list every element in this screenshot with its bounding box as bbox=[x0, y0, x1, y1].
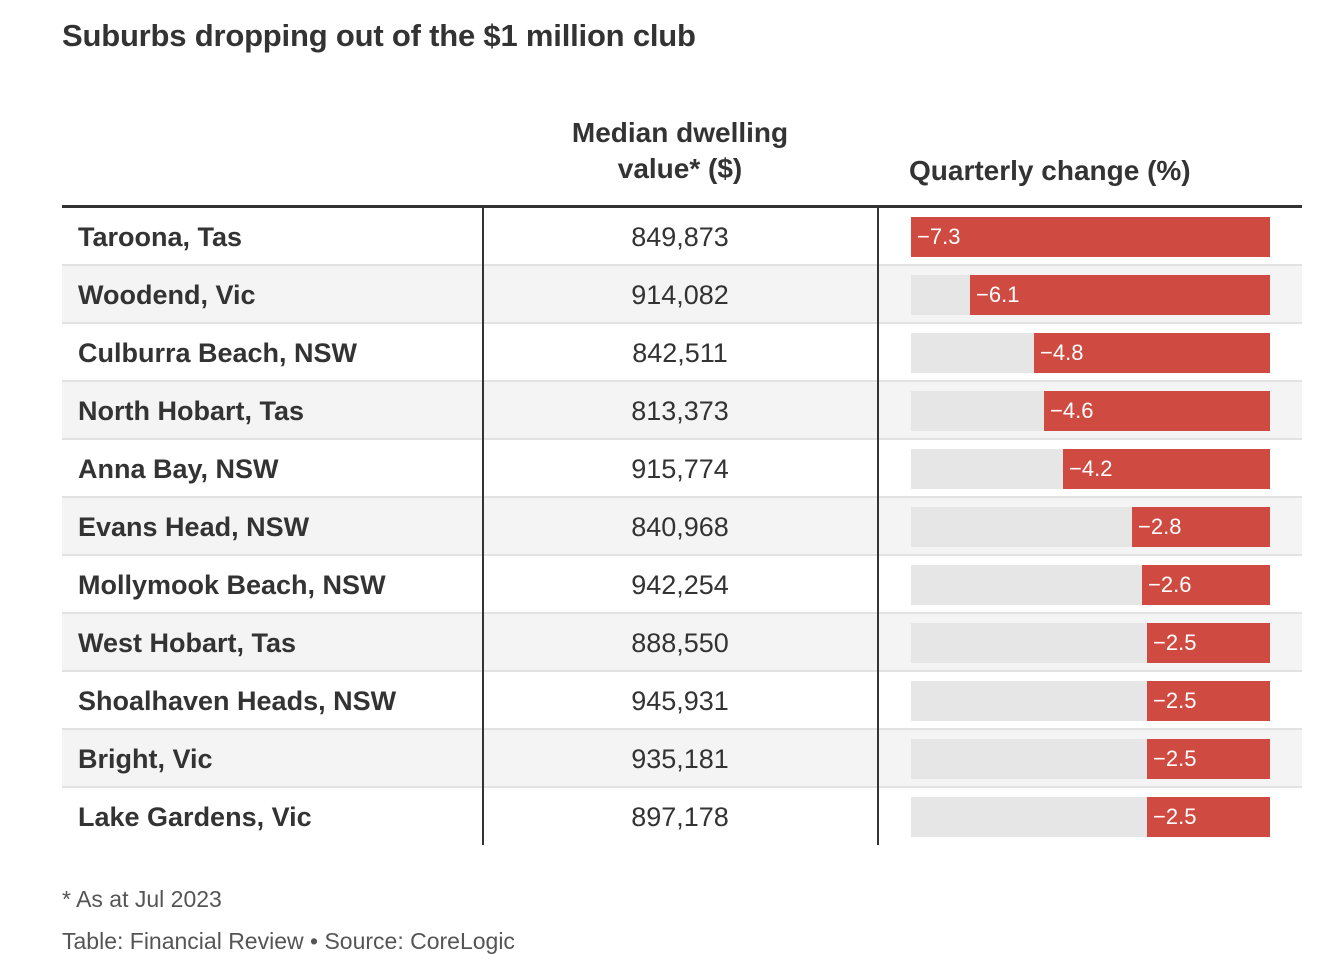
suburb-name: Evans Head, NSW bbox=[78, 512, 310, 542]
suburb-name: Lake Gardens, Vic bbox=[78, 802, 312, 832]
change-bar: −2.8 bbox=[1132, 507, 1270, 547]
change-label: −2.5 bbox=[1153, 630, 1197, 655]
change-bar: −2.5 bbox=[1147, 797, 1270, 837]
change-bar: −2.5 bbox=[1147, 623, 1270, 663]
suburb-name: Woodend, Vic bbox=[78, 280, 256, 310]
change-bar: −4.6 bbox=[1044, 391, 1270, 431]
change-bar-track: −2.5 bbox=[911, 681, 1270, 721]
table-row: Anna Bay, NSW 915,774 −4.2 bbox=[62, 440, 1302, 498]
change-bar-track: −2.5 bbox=[911, 739, 1270, 779]
suburb-name: North Hobart, Tas bbox=[78, 396, 305, 426]
change-bar: −2.6 bbox=[1142, 565, 1270, 605]
footnote: * As at Jul 2023 bbox=[62, 886, 222, 912]
median-value: 945,931 bbox=[631, 686, 729, 716]
change-bar-track: −2.5 bbox=[911, 797, 1270, 837]
change-bar-track: −7.3 bbox=[911, 217, 1270, 257]
change-label: −4.6 bbox=[1050, 398, 1094, 423]
table-row: West Hobart, Tas 888,550 −2.5 bbox=[62, 614, 1302, 672]
suburb-name: Mollymook Beach, NSW bbox=[78, 570, 386, 600]
change-label: −2.6 bbox=[1148, 572, 1192, 597]
chart-title: Suburbs dropping out of the $1 million c… bbox=[62, 18, 696, 53]
change-bar-track: −2.6 bbox=[911, 565, 1270, 605]
table-row: Mollymook Beach, NSW 942,254 −2.6 bbox=[62, 556, 1302, 614]
change-bar-track: −4.6 bbox=[911, 391, 1270, 431]
median-value: 897,178 bbox=[631, 802, 729, 832]
header-rule bbox=[62, 205, 1302, 208]
change-label: −2.8 bbox=[1138, 514, 1182, 539]
change-label: −2.5 bbox=[1153, 746, 1197, 771]
column-header-median-value-line1: Median dwelling bbox=[571, 117, 789, 148]
table-row: Evans Head, NSW 840,968 −2.8 bbox=[62, 498, 1302, 556]
change-label: −4.8 bbox=[1040, 340, 1084, 365]
change-label: −2.5 bbox=[1153, 688, 1197, 713]
row-separator bbox=[62, 438, 1302, 440]
source-credit: Table: Financial Review • Source: CoreLo… bbox=[62, 928, 515, 954]
column-header-median-value-line2: value* ($) bbox=[617, 153, 743, 184]
table-row: Bright, Vic 935,181 −2.5 bbox=[62, 730, 1302, 788]
change-bar-track: −2.5 bbox=[911, 623, 1270, 663]
row-separator bbox=[62, 554, 1302, 556]
table-row: Taroona, Tas 849,873 −7.3 bbox=[62, 208, 1302, 266]
change-bar: −2.5 bbox=[1147, 739, 1270, 779]
median-value: 914,082 bbox=[631, 280, 729, 310]
change-bar-track: −4.8 bbox=[911, 333, 1270, 373]
median-value: 849,873 bbox=[631, 222, 729, 252]
table-row: North Hobart, Tas 813,373 −4.6 bbox=[62, 382, 1302, 440]
change-bar-track: −6.1 bbox=[911, 275, 1270, 315]
row-separator bbox=[62, 670, 1302, 672]
median-value: 842,511 bbox=[632, 338, 728, 368]
suburb-name: West Hobart, Tas bbox=[78, 628, 297, 658]
row-separator bbox=[62, 264, 1302, 266]
suburb-name: Culburra Beach, NSW bbox=[78, 338, 358, 368]
row-separator bbox=[62, 728, 1302, 730]
median-value: 935,181 bbox=[631, 744, 729, 774]
table-row: Woodend, Vic 914,082 −6.1 bbox=[62, 266, 1302, 324]
change-bar: −2.5 bbox=[1147, 681, 1270, 721]
row-separator bbox=[62, 380, 1302, 382]
change-label: −4.2 bbox=[1069, 456, 1113, 481]
change-label: −2.5 bbox=[1153, 804, 1197, 829]
row-separator bbox=[62, 496, 1302, 498]
suburb-name: Anna Bay, NSW bbox=[78, 454, 279, 484]
column-header-median-value: Median dwelling value* ($) bbox=[483, 115, 877, 187]
suburb-name: Taroona, Tas bbox=[78, 222, 243, 252]
column-header-quarterly-change: Quarterly change (%) bbox=[909, 155, 1191, 186]
change-bar-track: −4.2 bbox=[911, 449, 1270, 489]
median-value: 813,373 bbox=[631, 396, 729, 426]
median-value: 942,254 bbox=[631, 570, 729, 600]
column-divider bbox=[877, 208, 879, 845]
median-value: 888,550 bbox=[631, 628, 729, 658]
change-bar: −4.8 bbox=[1034, 333, 1270, 373]
column-divider bbox=[482, 208, 484, 845]
change-label: −6.1 bbox=[976, 282, 1020, 307]
suburb-name: Bright, Vic bbox=[78, 744, 213, 774]
change-label: −7.3 bbox=[917, 224, 961, 249]
row-separator bbox=[62, 786, 1302, 788]
suburb-name: Shoalhaven Heads, NSW bbox=[78, 686, 397, 716]
median-value: 915,774 bbox=[631, 454, 729, 484]
table-row: Lake Gardens, Vic 897,178 −2.5 bbox=[62, 788, 1302, 846]
median-value: 840,968 bbox=[631, 512, 729, 542]
row-separator bbox=[62, 322, 1302, 324]
table-row: Culburra Beach, NSW 842,511 −4.8 bbox=[62, 324, 1302, 382]
row-separator bbox=[62, 612, 1302, 614]
change-bar: −6.1 bbox=[970, 275, 1270, 315]
change-bar: −7.3 bbox=[911, 217, 1270, 257]
table-row: Shoalhaven Heads, NSW 945,931 −2.5 bbox=[62, 672, 1302, 730]
change-bar-track: −2.8 bbox=[911, 507, 1270, 547]
change-bar: −4.2 bbox=[1063, 449, 1270, 489]
